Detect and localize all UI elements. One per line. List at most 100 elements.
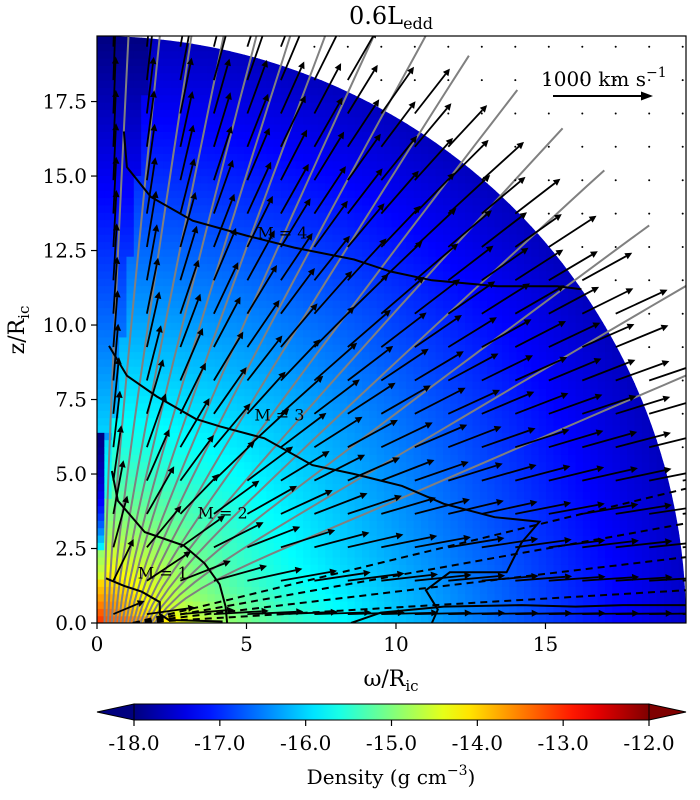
- density-cell: [236, 263, 245, 272]
- density-cell: [273, 146, 282, 154]
- density-cell: [222, 593, 231, 602]
- density-cell: [546, 454, 555, 463]
- density-cell: [192, 512, 201, 521]
- density-cell: [376, 160, 385, 169]
- density-cell: [303, 564, 312, 573]
- density-cell: [472, 256, 481, 265]
- density-cell: [317, 263, 326, 272]
- density-cell: [376, 395, 385, 404]
- density-cell: [582, 615, 591, 623]
- density-cell: [553, 402, 562, 411]
- density-cell: [192, 322, 201, 331]
- density-cell: [207, 175, 216, 184]
- density-cell: [310, 366, 319, 375]
- density-cell: [148, 256, 157, 265]
- density-cell: [185, 542, 194, 551]
- density-cell: [354, 490, 363, 499]
- density-cell: [177, 219, 186, 228]
- density-cell: [428, 468, 437, 477]
- density-cell: [398, 212, 407, 221]
- density-cell: [472, 307, 481, 316]
- density-cell: [185, 388, 194, 397]
- density-cell: [347, 124, 356, 132]
- density-cell: [391, 153, 400, 162]
- density-cell: [487, 402, 496, 411]
- density-cell: [435, 190, 444, 199]
- density-cell: [266, 388, 275, 397]
- density-cell: [509, 351, 518, 360]
- density-cell: [362, 168, 371, 177]
- density-cell: [303, 263, 312, 272]
- density-cell: [560, 351, 569, 360]
- density-cell: [281, 182, 290, 191]
- density-cell: [420, 527, 429, 536]
- density-cell: [170, 556, 179, 565]
- density-cell: [310, 542, 319, 551]
- density-cell: [119, 292, 128, 301]
- density-cell: [339, 490, 348, 499]
- density-cell: [332, 153, 341, 162]
- density-cell: [295, 270, 304, 279]
- density-cell: [531, 241, 540, 250]
- density-cell: [325, 593, 334, 602]
- density-cell: [457, 439, 466, 448]
- density-cell: [347, 461, 356, 470]
- density-cell: [443, 160, 451, 169]
- density-cell: [568, 322, 577, 331]
- density-cell: [266, 241, 275, 250]
- density-cell: [200, 534, 209, 543]
- density-cell: [303, 87, 312, 96]
- density-cell: [281, 234, 290, 243]
- density-cell: [391, 256, 400, 265]
- density-cell: [531, 483, 540, 492]
- density-cell: [126, 344, 135, 353]
- density-cell: [354, 94, 363, 103]
- density-cell: [251, 329, 260, 338]
- density-cell: [339, 175, 348, 184]
- density-cell: [457, 307, 466, 316]
- density-cell: [214, 292, 223, 301]
- density-cell: [200, 395, 209, 404]
- density-cell: [362, 512, 371, 521]
- density-cell: [568, 608, 577, 617]
- density-cell: [258, 190, 267, 199]
- density-cell: [104, 285, 113, 294]
- density-cell: [200, 424, 209, 433]
- density-cell: [222, 124, 231, 132]
- density-cell: [192, 138, 201, 147]
- density-cell: [207, 146, 216, 154]
- density-cell: [538, 593, 547, 602]
- density-cell: [236, 80, 245, 88]
- density-cell: [369, 109, 378, 118]
- density-cell: [295, 153, 304, 162]
- density-cell: [244, 278, 253, 287]
- density-cell: [325, 373, 334, 382]
- density-cell: [258, 322, 267, 331]
- density-cell: [332, 593, 341, 602]
- density-cell: [531, 234, 540, 243]
- density-cell: [627, 373, 636, 382]
- density-cell: [214, 556, 223, 565]
- density-cell: [413, 153, 422, 162]
- density-cell: [155, 219, 164, 228]
- density-cell: [450, 446, 459, 455]
- density-cell: [538, 417, 547, 426]
- density-cell: [362, 366, 371, 375]
- density-cell: [126, 197, 135, 206]
- density-cell: [487, 322, 496, 331]
- density-cell: [487, 300, 496, 309]
- density-cell: [479, 505, 488, 514]
- density-cell: [443, 344, 451, 353]
- density-cell: [627, 571, 636, 580]
- density-cell: [450, 285, 459, 294]
- density-cell: [362, 138, 371, 147]
- density-cell: [479, 388, 488, 397]
- density-cell: [281, 490, 290, 499]
- density-cell: [465, 615, 474, 623]
- density-cell: [406, 292, 415, 301]
- density-cell: [281, 534, 290, 543]
- density-cell: [479, 578, 488, 587]
- density-cell: [303, 402, 312, 411]
- density-cell: [214, 314, 223, 323]
- density-cell: [236, 432, 245, 441]
